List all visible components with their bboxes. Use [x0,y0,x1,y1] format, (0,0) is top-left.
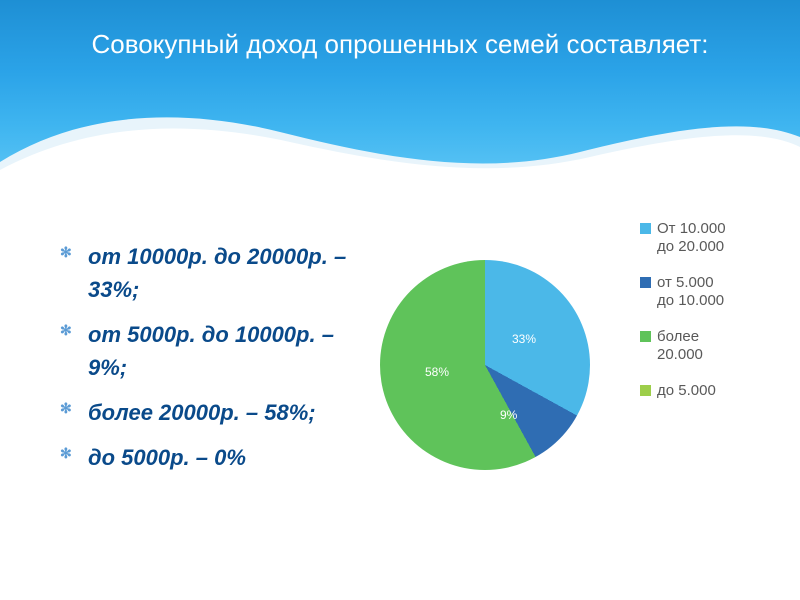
legend-swatch [640,385,651,396]
legend: От 10.000 до 20.000 от 5.000 до 10.000 б… [640,220,790,418]
pie-slice-label: 9% [500,408,517,422]
legend-swatch [640,277,651,288]
bullet-list: от 10000р. до 20000р. – 33%; от 5000р. д… [0,180,370,600]
page-title: Совокупный доход опрошенных семей состав… [0,28,800,62]
legend-item: до 5.000 [640,382,790,400]
legend-swatch [640,223,651,234]
legend-text: От 10.000 до 20.000 [657,220,726,256]
pie-slice-label: 33% [512,332,536,346]
legend-text: до 5.000 [657,382,716,400]
bullet-item: от 10000р. до 20000р. – 33%; [60,240,350,306]
legend-text: от 5.000 до 10.000 [657,274,724,310]
legend-item: более 20.000 [640,328,790,364]
bullet-item: от 5000р. до 10000р. – 9%; [60,318,350,384]
bullet-item: более 20000р. – 58%; [60,396,350,429]
pie-slice-label: 58% [425,365,449,379]
legend-text: более 20.000 [657,328,703,364]
legend-item: от 5.000 до 10.000 [640,274,790,310]
header-banner: Совокупный доход опрошенных семей состав… [0,0,800,180]
legend-item: От 10.000 до 20.000 [640,220,790,256]
legend-swatch [640,331,651,342]
pie-chart: 33% 9% 58% [380,260,590,470]
wave-decoration [0,92,800,180]
bullet-item: до 5000р. – 0% [60,441,350,474]
pie-chart-area: 33% 9% 58% [370,180,630,600]
